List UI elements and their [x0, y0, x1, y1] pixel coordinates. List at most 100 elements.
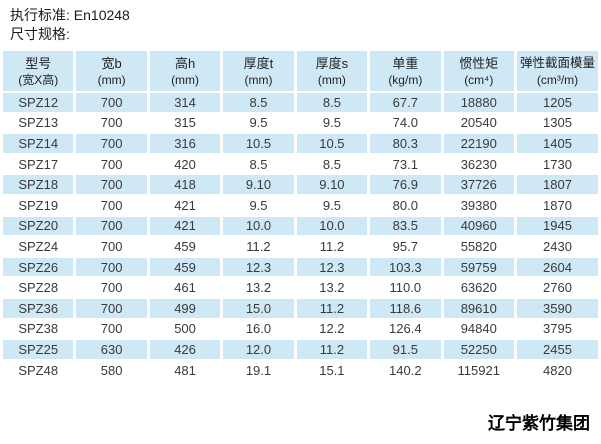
table-cell: 15.1 [293, 358, 371, 382]
column-unit: (cm³/m) [536, 72, 579, 87]
table-cell: 1945 [514, 214, 601, 238]
table-cell: 420 [146, 152, 224, 176]
table-row: SPZ12 700 314 8.5 8.5 67.7 18880 1205 [0, 91, 601, 114]
table-cell: SPZ25 [0, 338, 77, 361]
table-cell: 20540 [440, 111, 518, 135]
spec-table-body: SPZ12 700 314 8.5 8.5 67.7 18880 1205 SPZ13 700 31… [0, 91, 601, 382]
table-cell: 10.0 [220, 214, 297, 238]
column-header: 型号 (宽X高) [0, 49, 77, 93]
column-header: 单重 (kg/m) [367, 49, 444, 93]
table-cell: 700 [73, 111, 150, 135]
table-cell: SPZ24 [0, 235, 77, 258]
column-label: 厚度s [315, 55, 349, 71]
column-label: 惯性矩 [459, 55, 499, 71]
table-cell: 103.3 [367, 255, 444, 279]
table-cell: 76.9 [367, 173, 444, 196]
table-cell: 700 [73, 276, 150, 299]
column-header: 厚度t (mm) [220, 49, 297, 93]
table-cell: 700 [73, 296, 150, 320]
table-cell: 63620 [440, 276, 518, 299]
table-cell: 3795 [514, 317, 601, 341]
table-cell: 55820 [440, 235, 518, 258]
table-cell: 11.2 [293, 338, 371, 361]
table-cell: 19.1 [220, 358, 297, 382]
table-cell: 1405 [514, 132, 601, 155]
table-cell: SPZ19 [0, 193, 77, 217]
table-cell: 700 [73, 152, 150, 176]
table-cell: 1730 [514, 152, 601, 176]
table-cell: 12.2 [293, 317, 371, 341]
table-cell: 110.0 [367, 276, 444, 299]
spec-table: 型号 (宽X高) 宽b (mm) 高h (mm) 厚度t (mm) 厚度s (mm) 单重 (kg/m… [0, 49, 601, 382]
standard-text: 执行标准: En10248 [10, 7, 130, 23]
table-cell: 9.5 [220, 193, 297, 217]
column-unit: (mm) [97, 72, 126, 87]
table-cell: 9.5 [220, 111, 297, 135]
column-header: 惯性矩 (cm⁴) [440, 49, 518, 93]
column-label: 宽b [101, 55, 122, 71]
table-cell: 12.3 [220, 255, 297, 279]
table-cell: 8.5 [293, 91, 371, 114]
table-cell: 2430 [514, 235, 601, 258]
table-cell: SPZ36 [0, 296, 77, 320]
table-row: SPZ25 630 426 12.0 11.2 91.5 52250 2455 [0, 338, 601, 361]
table-cell: 4820 [514, 358, 601, 382]
table-cell: 52250 [440, 338, 518, 361]
spec-table-header: 型号 (宽X高) 宽b (mm) 高h (mm) 厚度t (mm) 厚度s (mm) 单重 (kg/m… [0, 49, 601, 93]
table-row: SPZ20 700 421 10.0 10.0 83.5 40960 1945 [0, 214, 601, 238]
table-cell: SPZ48 [0, 358, 77, 382]
table-cell: 500 [146, 317, 224, 341]
table-cell: 700 [73, 132, 150, 155]
table-cell: 1305 [514, 111, 601, 135]
table-cell: 8.5 [220, 152, 297, 176]
table-cell: 700 [73, 255, 150, 279]
table-row: SPZ17 700 420 8.5 8.5 73.1 36230 1730 [0, 152, 601, 176]
company-name: 辽宁紫竹集团 [488, 414, 590, 433]
table-cell: 421 [146, 193, 224, 217]
table-cell: 89610 [440, 296, 518, 320]
table-cell: SPZ38 [0, 317, 77, 341]
table-cell: 8.5 [293, 152, 371, 176]
spec-label: 尺寸规格: [10, 26, 70, 42]
table-cell: 13.2 [220, 276, 297, 299]
table-cell: 40960 [440, 214, 518, 238]
table-cell: 126.4 [367, 317, 444, 341]
column-header: 厚度s (mm) [293, 49, 371, 93]
table-cell: SPZ13 [0, 111, 77, 135]
table-cell: SPZ12 [0, 91, 77, 114]
table-cell: 314 [146, 91, 224, 114]
table-cell: 83.5 [367, 214, 444, 238]
table-cell: 9.5 [293, 111, 371, 135]
table-row: SPZ24 700 459 11.2 11.2 95.7 55820 2430 [0, 235, 601, 258]
table-cell: 140.2 [367, 358, 444, 382]
table-cell: 118.6 [367, 296, 444, 320]
table-cell: 8.5 [220, 91, 297, 114]
table-cell: 421 [146, 214, 224, 238]
table-cell: 9.10 [220, 173, 297, 196]
table-cell: 115921 [440, 358, 518, 382]
table-cell: 459 [146, 255, 224, 279]
table-cell: 316 [146, 132, 224, 155]
table-cell: 9.5 [293, 193, 371, 217]
table-cell: 59759 [440, 255, 518, 279]
table-cell: 80.3 [367, 132, 444, 155]
table-row: SPZ14 700 316 10.5 10.5 80.3 22190 1405 [0, 132, 601, 155]
table-cell: 315 [146, 111, 224, 135]
column-unit: (mm) [317, 72, 346, 87]
column-label: 弹性截面模量 [519, 55, 595, 70]
table-cell: 91.5 [367, 338, 444, 361]
table-cell: 22190 [440, 132, 518, 155]
table-cell: 12.3 [293, 255, 371, 279]
table-cell: 10.5 [293, 132, 371, 155]
table-cell: 418 [146, 173, 224, 196]
table-cell: 39380 [440, 193, 518, 217]
table-cell: 1870 [514, 193, 601, 217]
table-row: SPZ38 700 500 16.0 12.2 126.4 94840 3795 [0, 317, 601, 341]
table-cell: 37726 [440, 173, 518, 196]
table-cell: 94840 [440, 317, 518, 341]
table-cell: 74.0 [367, 111, 444, 135]
table-cell: SPZ28 [0, 276, 77, 299]
table-cell: 11.2 [293, 235, 371, 258]
table-cell: SPZ14 [0, 132, 77, 155]
table-cell: 2455 [514, 338, 601, 361]
